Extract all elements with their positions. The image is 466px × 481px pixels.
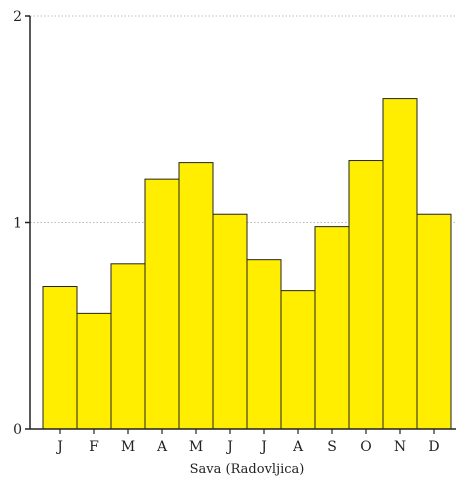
x-tick-label: A	[292, 439, 304, 455]
x-tick-label: D	[428, 439, 439, 455]
x-tick-label: J	[259, 439, 267, 455]
y-tick-label: 2	[13, 9, 22, 25]
bar	[144, 178, 180, 430]
bar	[178, 162, 214, 430]
bar	[348, 160, 384, 430]
bar	[280, 290, 316, 430]
x-tick-label: F	[89, 439, 99, 455]
bar	[212, 213, 248, 430]
x-tick-label: O	[360, 439, 371, 455]
x-tick-label: J	[225, 439, 233, 455]
x-tick-label: S	[327, 439, 337, 455]
bar	[110, 263, 146, 430]
y-ticks: 0 1 2	[13, 9, 30, 438]
x-axis-title: Sava (Radovljica)	[190, 462, 305, 477]
x-tick-label: N	[394, 439, 406, 455]
bar	[314, 226, 350, 430]
bar	[76, 312, 112, 430]
bar	[246, 259, 282, 430]
bar	[382, 98, 418, 430]
x-tick-label: A	[156, 439, 168, 455]
bars	[42, 98, 452, 430]
y-tick-label: 1	[13, 216, 22, 232]
x-tick-label: J	[55, 439, 63, 455]
bar	[42, 286, 78, 430]
bar	[416, 213, 452, 430]
y-tick-label: 0	[13, 422, 22, 438]
x-tick-label: M	[189, 439, 203, 455]
x-tick-label: M	[121, 439, 135, 455]
